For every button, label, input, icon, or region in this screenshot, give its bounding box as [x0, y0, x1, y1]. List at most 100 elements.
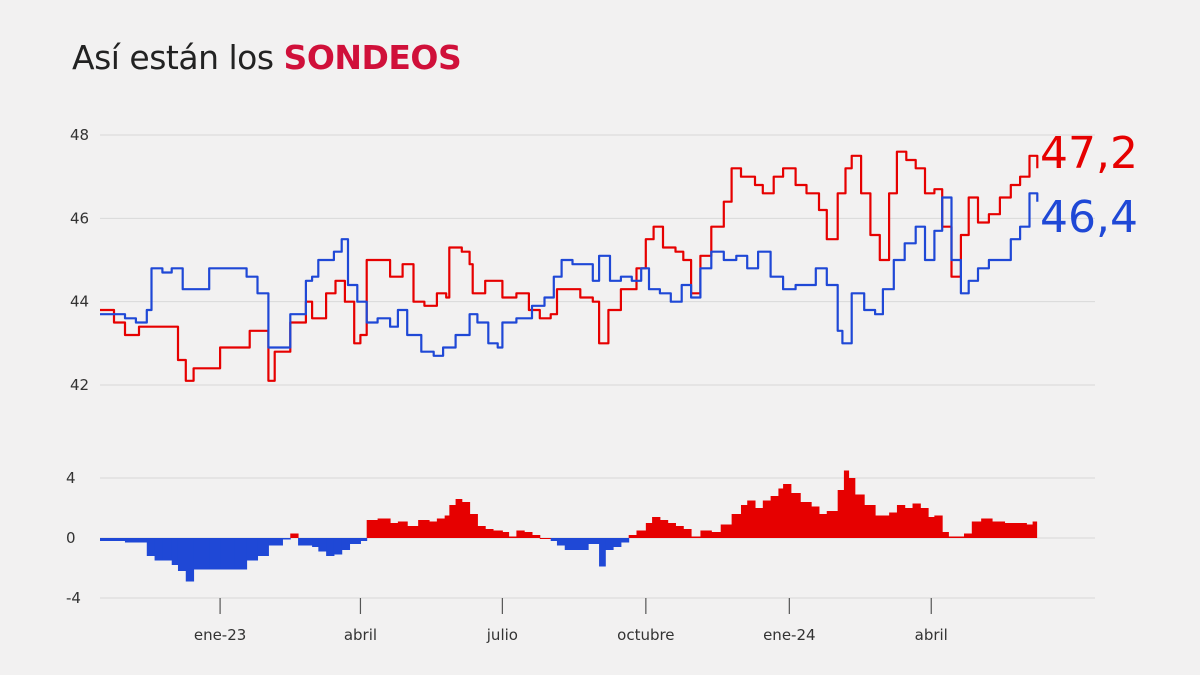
y-tick-label-bottom: 4	[66, 469, 76, 487]
difference-bar	[843, 470, 850, 538]
difference-bar	[636, 530, 647, 538]
title-highlight: SONDEOS	[283, 38, 462, 77]
x-tick-label: ene-23	[194, 626, 246, 644]
difference-bar	[818, 514, 828, 538]
difference-bar	[138, 538, 148, 543]
difference-bar	[407, 526, 419, 538]
difference-bar	[1004, 523, 1016, 538]
difference-bar	[485, 529, 494, 538]
difference-bar	[963, 533, 973, 538]
difference-bar	[675, 526, 684, 538]
series-line-blue	[100, 192, 1039, 357]
difference-bar	[516, 530, 525, 538]
x-tick-label: abril	[344, 626, 377, 644]
difference-bar	[620, 538, 630, 543]
difference-bar	[312, 538, 319, 547]
difference-bar	[449, 505, 457, 538]
difference-bar	[992, 521, 1006, 538]
difference-bar	[605, 538, 614, 550]
difference-bar	[778, 488, 784, 538]
difference-bar	[613, 538, 622, 547]
difference-bar	[564, 538, 581, 550]
difference-bar	[469, 514, 478, 538]
difference-bar	[920, 508, 929, 538]
difference-bar	[826, 511, 839, 538]
difference-bar	[720, 524, 733, 538]
difference-bar	[790, 493, 801, 538]
difference-bar	[691, 536, 701, 538]
difference-bar	[508, 536, 517, 538]
difference-bar	[282, 538, 291, 540]
difference-bar	[928, 517, 935, 538]
x-tick-label: abril	[915, 626, 948, 644]
difference-bar	[645, 523, 653, 538]
difference-bar	[341, 538, 351, 550]
difference-bar	[747, 500, 756, 538]
difference-bar	[599, 538, 606, 567]
difference-bar	[588, 538, 600, 544]
difference-bar	[444, 515, 450, 538]
x-tick-label: julio	[486, 626, 518, 644]
last-value-label-blue: 46,4	[1040, 192, 1138, 243]
difference-bar	[762, 500, 772, 538]
difference-bar	[531, 535, 541, 538]
difference-bar	[539, 538, 552, 539]
difference-bar	[659, 520, 669, 538]
difference-bar	[711, 532, 722, 538]
x-tick-label: ene-24	[763, 626, 815, 644]
difference-bar	[1026, 524, 1034, 538]
difference-bar	[318, 538, 327, 552]
difference-bar	[904, 508, 914, 538]
difference-bar	[957, 536, 965, 538]
difference-bar	[811, 506, 820, 538]
difference-bar	[556, 538, 566, 546]
difference-bar	[429, 521, 438, 538]
difference-bar	[477, 526, 486, 538]
difference-bar	[882, 515, 890, 538]
y-tick-label-top: 42	[70, 376, 89, 394]
difference-bar	[177, 538, 187, 571]
difference-bar	[193, 538, 210, 570]
difference-bar	[837, 490, 845, 538]
difference-bar	[875, 515, 884, 538]
difference-bar	[700, 530, 712, 538]
x-tick-label: octubre	[617, 626, 674, 644]
difference-bar	[580, 538, 589, 550]
difference-bar	[981, 518, 993, 538]
difference-bar	[298, 538, 313, 546]
difference-bar	[731, 514, 742, 538]
difference-bar	[461, 502, 471, 538]
y-tick-label-bottom: 0	[66, 529, 76, 547]
difference-bar	[377, 518, 391, 538]
title-prefix: Así están los	[72, 38, 274, 77]
y-tick-label-bottom: -4	[66, 589, 81, 607]
difference-bar	[171, 538, 179, 565]
difference-bar	[397, 521, 408, 538]
difference-bar	[740, 505, 748, 538]
difference-bar	[912, 503, 921, 538]
difference-bar	[360, 538, 368, 541]
difference-bar	[333, 538, 343, 555]
difference-bar	[683, 529, 692, 538]
difference-bar	[268, 538, 283, 546]
difference-bar	[220, 538, 235, 570]
difference-bar	[418, 520, 430, 538]
difference-bar	[234, 538, 248, 570]
difference-bar	[366, 520, 379, 538]
difference-bar	[1032, 521, 1038, 538]
difference-bar	[550, 538, 558, 541]
difference-bar	[896, 505, 906, 538]
difference-bar	[755, 508, 764, 538]
difference-bar	[326, 538, 335, 556]
difference-bar	[848, 478, 856, 538]
difference-bar	[502, 532, 510, 538]
difference-bar	[800, 502, 812, 538]
y-tick-label-top: 44	[70, 293, 89, 311]
difference-bar	[864, 505, 876, 538]
difference-bar	[889, 512, 898, 538]
last-value-label-red: 47,2	[1040, 128, 1138, 179]
difference-bar	[124, 538, 140, 543]
difference-bar	[628, 535, 637, 538]
